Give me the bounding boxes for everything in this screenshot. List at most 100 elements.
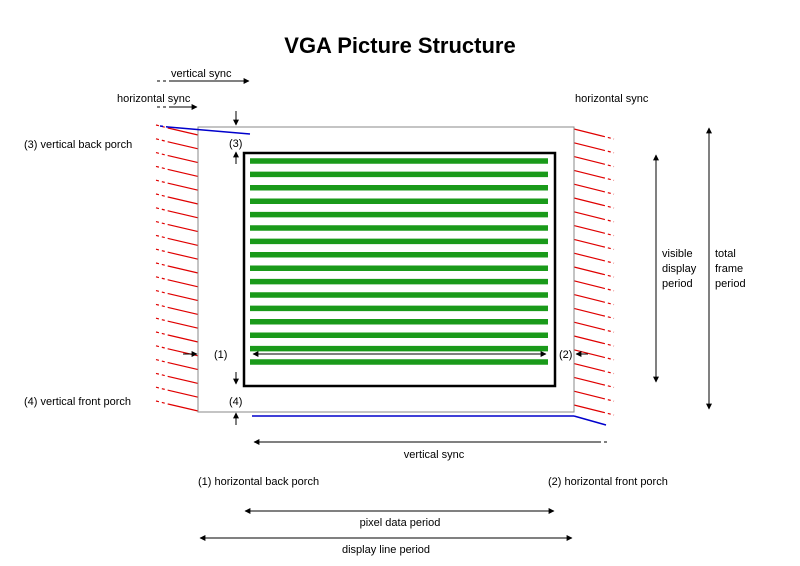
sync-line-dash [601,356,615,361]
blank-line-bottom-right [573,415,607,426]
horizontal-sync-right-label: horizontal sync [575,93,649,105]
sync-line [167,279,199,288]
sync-line-dash [155,152,169,157]
sync-line [573,321,603,330]
vertical-sync-top-label: vertical sync [171,68,232,80]
sync-line [573,376,603,385]
sync-line-dash [155,248,169,253]
sync-line [573,404,603,413]
sync-line [573,294,603,303]
sync-line-dash [601,370,615,375]
sync-line-dash [601,176,615,181]
sync-line [573,280,603,289]
sync-line-dash [601,259,615,264]
sync-line [573,128,603,137]
sync-line-dash [155,179,169,184]
sync-line-dash [601,383,615,388]
marker-4-label: (4) [229,396,242,408]
sync-line-dash [601,135,615,140]
sync-line [573,238,603,247]
sync-line [573,335,603,344]
marker-1-label: (1) [214,349,227,361]
sync-line [573,252,603,261]
total-frame-label-2: frame [715,263,743,275]
sync-line [573,390,603,399]
sync-line [573,225,603,234]
sync-line-dash [601,287,615,292]
sync-line [167,375,199,384]
sync-line-dash [155,317,169,322]
sync-line-dash [155,207,169,212]
left-sync-lines [155,124,199,412]
sync-line [167,306,199,315]
sync-line-dash [155,234,169,239]
sync-line [573,183,603,192]
vertical-back-porch-label: (3) vertical back porch [24,139,132,151]
sync-line-dash [601,411,615,416]
sync-line [167,293,199,302]
sync-line [167,403,199,412]
sync-line-dash [155,331,169,336]
sync-line [573,266,603,275]
sync-line [167,251,199,260]
total-frame-label-3: period [715,278,746,290]
sync-line-dash [601,328,615,333]
sync-line-dash [601,218,615,223]
display-line-period-label: display line period [342,544,430,556]
vertical-sync-bottom-label: vertical sync [404,449,465,461]
sync-line-dash [601,273,615,278]
sync-line-dash [601,245,615,250]
sync-line-dash [155,276,169,281]
sync-line [167,127,199,136]
sync-line [167,196,199,205]
sync-line-dash [155,221,169,226]
sync-line-dash [155,345,169,350]
sync-line-dash [601,149,615,154]
blank-line-top-left-dash [159,125,169,128]
sync-line-dash [601,301,615,306]
sync-line-dash [601,204,615,209]
sync-line [167,237,199,246]
sync-line-dash [155,400,169,405]
sync-line [167,348,199,357]
sync-line-dash [155,359,169,364]
right-sync-lines [573,128,615,416]
horizontal-front-porch-label: (2) horizontal front porch [548,476,668,488]
blank-line-top-left [167,126,251,135]
visible-display-label-3: period [662,278,693,290]
sync-line [573,169,603,178]
sync-line-dash [155,138,169,143]
sync-line-dash [155,193,169,198]
sync-line [167,224,199,233]
marker-3-label: (3) [229,138,242,150]
total-frame-label-1: total [715,248,736,260]
sync-line [573,211,603,220]
sync-line-dash [601,190,615,195]
sync-line [167,362,199,371]
vertical-front-porch-label: (4) vertical front porch [24,396,131,408]
sync-line [573,142,603,151]
sync-line [167,389,199,398]
sync-line-dash [601,314,615,319]
sync-line [167,320,199,329]
sync-line-dash [601,163,615,168]
horizontal-back-porch-label: (1) horizontal back porch [198,476,319,488]
sync-line-dash [155,386,169,391]
visible-display-label-2: display [662,263,697,275]
sync-line [167,141,199,150]
sync-line [167,265,199,274]
sync-line [573,156,603,165]
sync-line-dash [601,342,615,347]
sync-line-dash [601,397,615,402]
sync-line-dash [601,232,615,237]
sync-line [573,349,603,358]
sync-line [167,210,199,219]
sync-line [167,168,199,177]
sync-line [167,182,199,191]
marker-2-label: (2) [559,349,572,361]
page-title: VGA Picture Structure [284,33,515,58]
pixel-data-period-label: pixel data period [360,517,441,529]
horizontal-sync-left-label: horizontal sync [117,93,191,105]
sync-line-dash [155,372,169,377]
